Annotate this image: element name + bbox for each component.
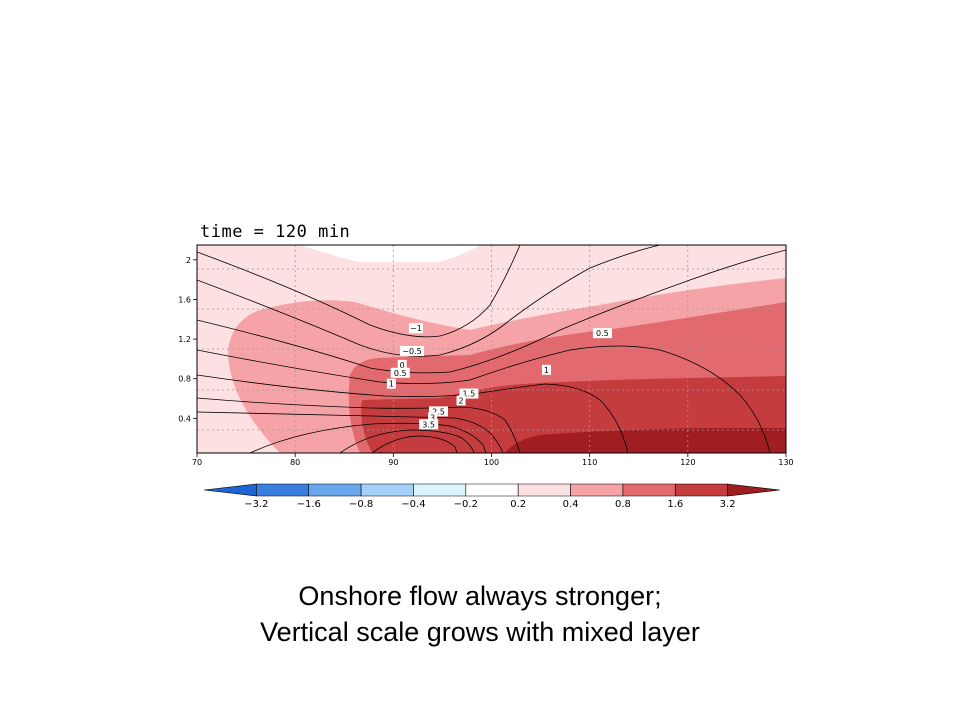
contour-line-0 <box>197 249 786 374</box>
contour-line-0.5 <box>197 345 771 453</box>
y-tick-label-0: 0.4 <box>178 414 191 423</box>
colorbar-swatch-2 <box>308 483 362 497</box>
contour-label-bg-11 <box>419 419 439 430</box>
contour-lines <box>197 245 786 453</box>
contour-label-bg-2 <box>397 359 407 370</box>
colorbar-label-3: −0.4 <box>401 499 425 510</box>
colorbar-swatch-0 <box>203 483 257 497</box>
colorbar-label-9: 3.2 <box>720 499 736 510</box>
contour-label-bg-10 <box>428 412 438 423</box>
colorbar-swatch-4 <box>413 483 467 497</box>
x-tick-label-3: 100 <box>484 458 499 467</box>
contour-label-bg-0 <box>408 323 423 334</box>
contour-label-3: 0.5 <box>394 369 407 378</box>
shade-band-above-3.2 <box>505 428 786 453</box>
contour-label-bg-8 <box>456 395 466 406</box>
contour-label-8: 2 <box>459 397 464 406</box>
colorbar-swatch-1 <box>256 483 310 497</box>
colorbar: −3.2 −1.6 −0.8 −0.4 −0.2 0.2 0.4 0.8 1.6 3.2 <box>203 483 781 510</box>
colorbar-swatch-5 <box>465 483 519 497</box>
colorbar-label-7: 0.8 <box>615 499 631 510</box>
colorbar-swatch-6 <box>517 483 571 497</box>
x-tick-label-6: 130 <box>778 458 793 467</box>
x-tick-label-2: 90 <box>388 458 398 467</box>
contour-label-1: −0.5 <box>402 347 421 356</box>
contour-label-7: 1.5 <box>463 390 476 399</box>
contour-line-3 <box>339 429 475 453</box>
y-tick-label-1: 0.8 <box>178 375 191 384</box>
colorbar-swatch-8 <box>622 483 676 497</box>
x-tick-label-4: 110 <box>582 458 597 467</box>
colorbar-swatch-10 <box>727 483 781 497</box>
chart-title: time = 120 min <box>200 222 351 242</box>
contour-label-bg-7 <box>459 388 479 399</box>
colorbar-label-2: −0.8 <box>349 499 373 510</box>
grid-lines <box>197 245 786 453</box>
contour-label-11: 3.5 <box>422 420 435 429</box>
contour-label-4: 0.5 <box>596 329 609 338</box>
contour-label-2: 0 <box>400 361 405 370</box>
contour-label-bg-9 <box>428 406 448 417</box>
contour-label-5: 1 <box>389 380 394 389</box>
colorbar-swatch-9 <box>674 483 728 497</box>
filled-contours <box>197 245 786 453</box>
contour-label-9: 2.5 <box>432 407 445 416</box>
contour-line-3.5 <box>371 435 458 453</box>
x-tick-label-0: 70 <box>192 458 202 467</box>
colorbar-label-4: −0.2 <box>454 499 478 510</box>
contour-line-neg1 <box>197 245 521 338</box>
contour-line-neg0.5 <box>197 245 661 357</box>
colorbar-swatch-7 <box>570 483 624 497</box>
contour-label-10: 3 <box>430 413 435 422</box>
contour-label-6: 1 <box>544 366 549 375</box>
contour-label-bg-5 <box>386 378 396 389</box>
y-tick-label-2: 1.2 <box>178 335 191 344</box>
colorbar-label-8: 1.6 <box>667 499 683 510</box>
x-tick-label-5: 120 <box>680 458 695 467</box>
contour-label-bg-1 <box>399 345 424 356</box>
contour-line-2.5 <box>249 422 487 453</box>
contour-label-0: −1 <box>410 324 422 333</box>
y-tick-label-4: 2 <box>186 256 191 265</box>
colorbar-swatch-3 <box>360 483 414 497</box>
contour-label-bg-4 <box>592 328 612 339</box>
y-tick-label-3: 1.6 <box>178 295 191 304</box>
colorbar-label-6: 0.4 <box>563 499 579 510</box>
contour-label-bg-6 <box>541 364 551 375</box>
caption-line-1: Onshore flow always stronger; <box>298 581 662 611</box>
contour-line-1 <box>197 374 629 453</box>
x-tick-label-1: 80 <box>290 458 300 467</box>
colorbar-label-5: 0.2 <box>510 499 526 510</box>
colorbar-label-1: −1.6 <box>297 499 321 510</box>
contour-label-bg-3 <box>390 367 410 378</box>
caption-line-2: Vertical scale grows with mixed layer <box>260 617 700 647</box>
colorbar-label-0: −3.2 <box>244 499 268 510</box>
